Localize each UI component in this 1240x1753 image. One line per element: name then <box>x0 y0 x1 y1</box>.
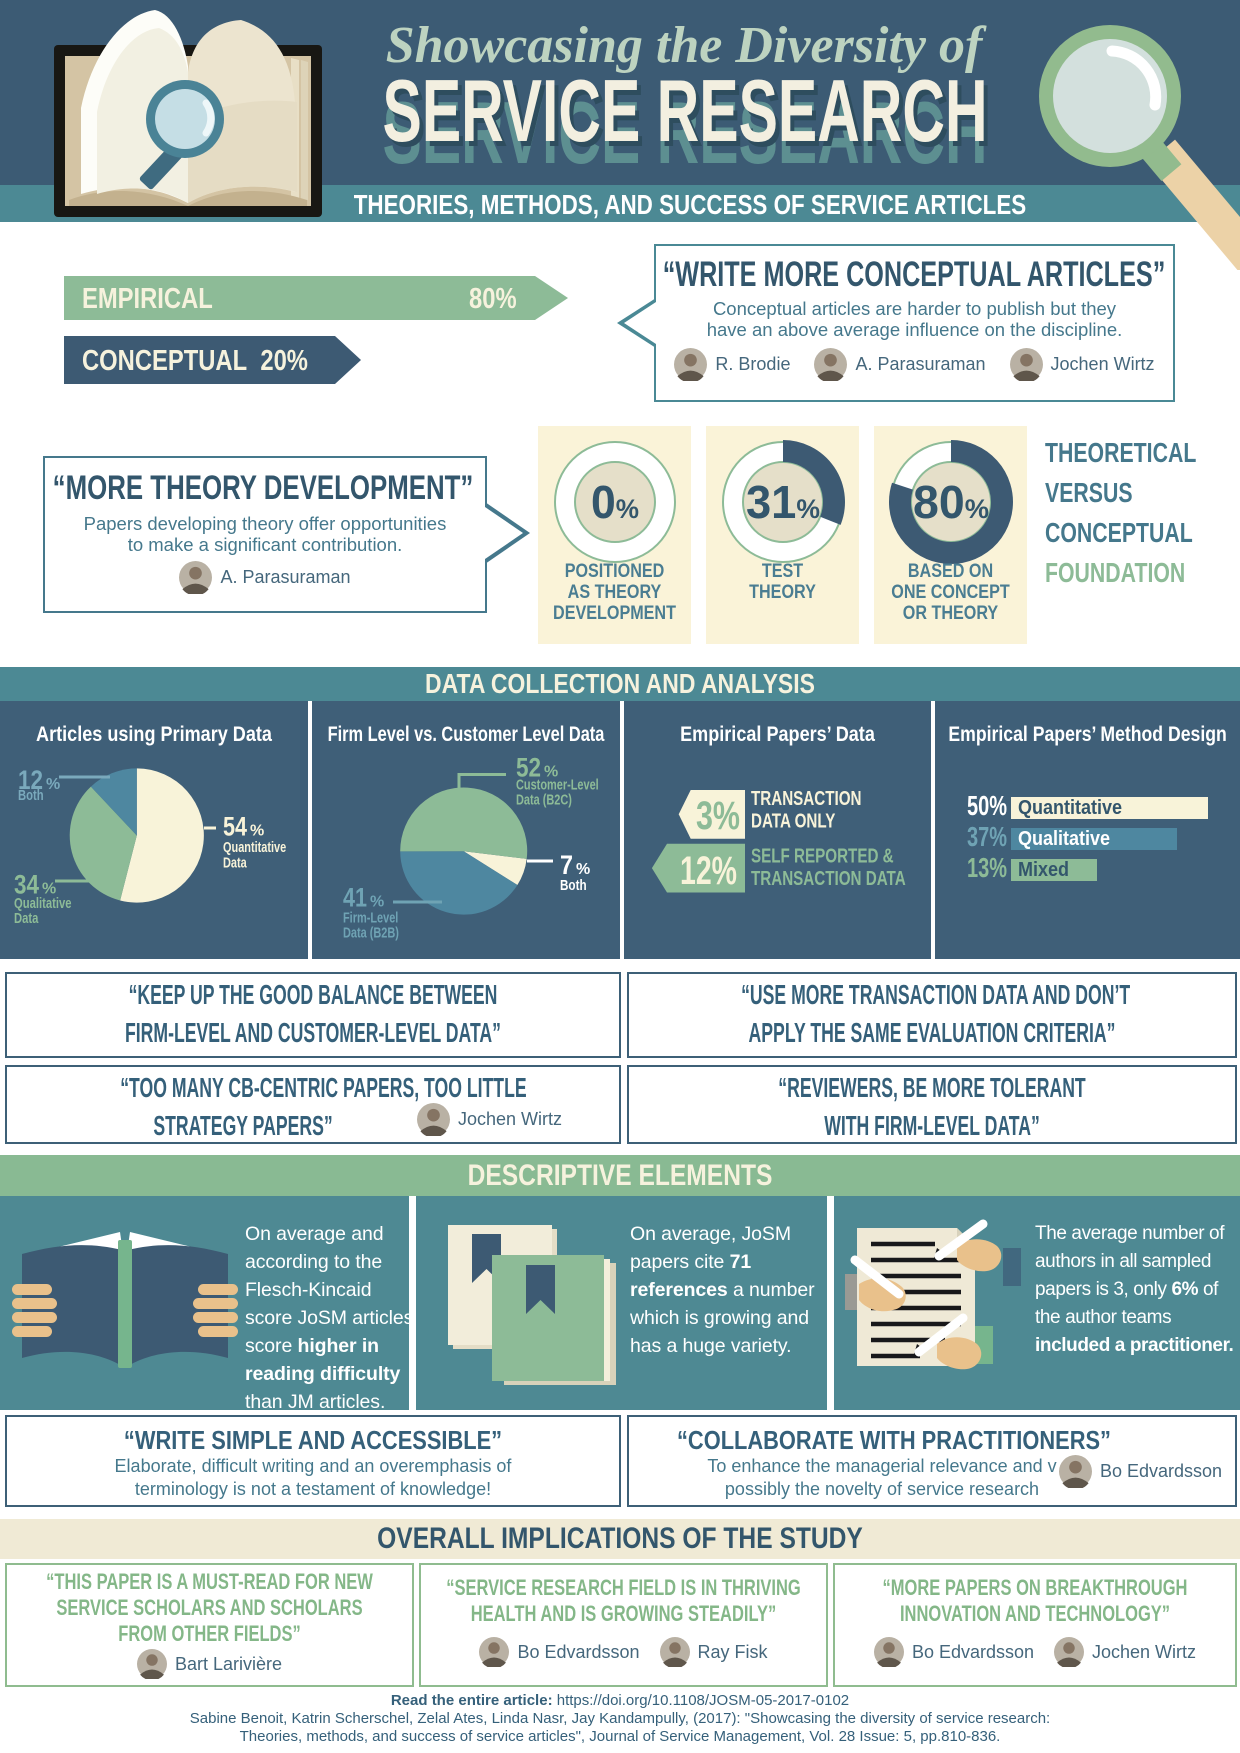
svg-text:Data (B2C): Data (B2C) <box>516 791 572 808</box>
svg-text:50%: 50% <box>967 790 1007 821</box>
svg-text:Mixed: Mixed <box>1018 859 1069 881</box>
svg-text:%: % <box>544 764 558 781</box>
svg-text:%: % <box>42 881 56 898</box>
svg-text:Qualitative: Qualitative <box>1018 828 1110 850</box>
svg-text:Quantitative: Quantitative <box>223 838 286 855</box>
svg-text:%: % <box>576 861 590 878</box>
svg-text:13%: 13% <box>967 852 1007 883</box>
svg-text:Data (B2B): Data (B2B) <box>343 924 399 941</box>
svg-text:34: 34 <box>14 870 39 900</box>
svg-text:Data: Data <box>14 909 39 926</box>
svg-text:Firm-Level: Firm-Level <box>343 909 398 926</box>
svg-text:TRANSACTION DATA: TRANSACTION DATA <box>751 867 906 890</box>
svg-text:12%: 12% <box>680 849 737 893</box>
svg-text:Qualitative: Qualitative <box>14 894 71 911</box>
svg-text:37%: 37% <box>967 821 1007 852</box>
svg-text:12: 12 <box>18 765 43 795</box>
svg-text:SELF REPORTED &: SELF REPORTED & <box>751 844 894 867</box>
svg-text:52: 52 <box>516 753 541 783</box>
svg-text:7: 7 <box>560 850 573 880</box>
svg-text:Quantitative: Quantitative <box>1018 797 1122 819</box>
svg-text:%: % <box>370 893 384 910</box>
svg-text:DATA ONLY: DATA ONLY <box>751 809 836 832</box>
svg-text:3%: 3% <box>696 794 740 838</box>
svg-text:TRANSACTION: TRANSACTION <box>751 787 862 810</box>
svg-text:Both: Both <box>18 786 44 803</box>
svg-text:41: 41 <box>343 882 367 912</box>
svg-text:54: 54 <box>223 812 247 842</box>
svg-text:31%: 31% <box>746 476 820 528</box>
svg-text:Both: Both <box>560 877 587 894</box>
svg-text:Customer-Level: Customer-Level <box>516 776 599 793</box>
svg-text:%: % <box>46 776 60 793</box>
svg-text:Data: Data <box>223 854 247 871</box>
svg-text:%: % <box>250 823 264 840</box>
